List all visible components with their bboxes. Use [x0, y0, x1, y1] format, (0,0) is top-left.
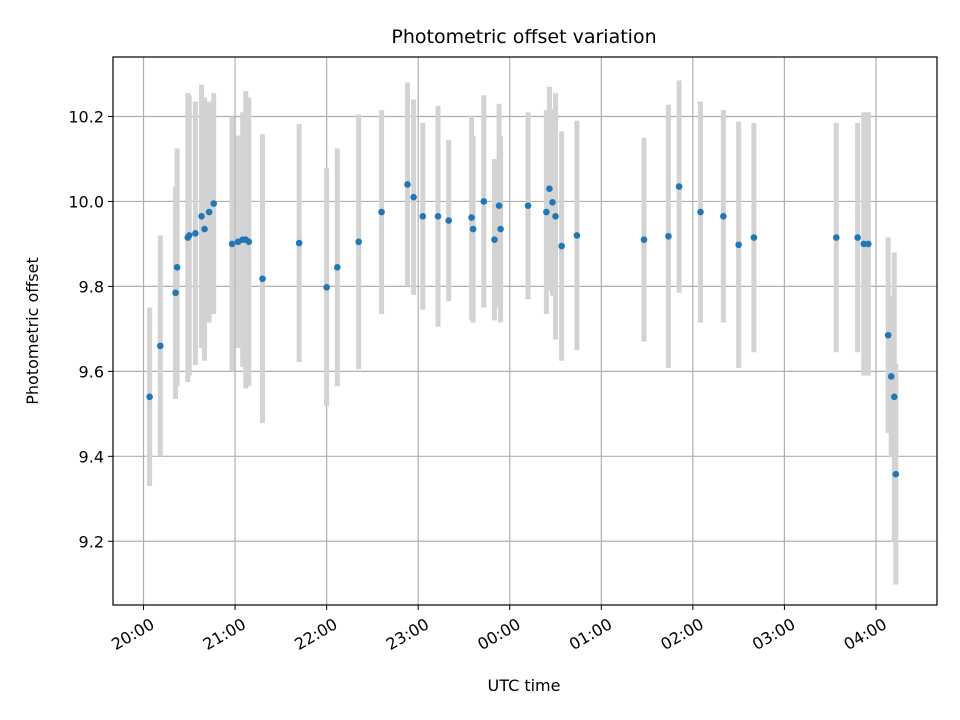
data-point: [887, 373, 895, 380]
data-point: [434, 213, 442, 220]
y-tick-label: 9.8: [79, 277, 104, 296]
x-axis-title: UTC time: [488, 676, 561, 695]
data-point: [665, 232, 672, 240]
data-point: [201, 225, 208, 233]
data-point: [491, 236, 498, 243]
data-point: [469, 225, 477, 233]
data-point: [419, 213, 427, 220]
data-point: [445, 217, 453, 224]
data-point: [173, 263, 181, 271]
data-point: [228, 240, 236, 248]
data-point: [675, 183, 683, 190]
data-point: [497, 225, 504, 233]
data-point: [860, 240, 868, 248]
data-point: [552, 213, 559, 220]
data-point: [884, 331, 892, 339]
data-point: [410, 193, 417, 201]
y-axis-title: Photometric offset: [23, 257, 42, 405]
data-point: [210, 200, 218, 207]
data-point: [640, 236, 648, 243]
data-point: [404, 181, 411, 188]
data-point: [295, 239, 303, 247]
data-point: [185, 232, 193, 239]
plot-frame: [112, 56, 938, 606]
data-point: [549, 198, 556, 206]
data-point: [546, 185, 553, 192]
data-point: [573, 232, 581, 239]
data-point: [735, 241, 742, 249]
data-point: [378, 208, 385, 216]
data-point: [890, 393, 898, 401]
y-tick-label: 9.4: [79, 447, 104, 466]
data-point: [468, 214, 475, 221]
data-point: [892, 470, 900, 478]
data-point: [480, 198, 488, 205]
data-point: [832, 234, 840, 241]
data-point: [854, 234, 861, 241]
grid-layer: [113, 57, 937, 605]
data-point: [355, 238, 362, 246]
data-point: [495, 202, 503, 209]
data-point: [259, 275, 266, 283]
data-point: [198, 213, 205, 220]
y-tick-label: 9.6: [79, 362, 104, 381]
data-point: [157, 342, 164, 350]
data-point: [192, 229, 199, 237]
y-tick-label: 10.2: [68, 107, 104, 126]
data-point: [720, 213, 727, 220]
chart-title: Photometric offset variation: [391, 26, 656, 48]
point-layer: [146, 181, 900, 478]
data-point: [334, 263, 341, 271]
data-point: [524, 202, 532, 209]
data-point: [146, 393, 153, 401]
data-point: [558, 242, 565, 250]
data-point: [865, 240, 872, 248]
data-point: [205, 208, 213, 216]
data-point: [172, 289, 179, 297]
data-point: [697, 208, 704, 216]
data-point: [750, 234, 758, 241]
data-point: [323, 283, 330, 291]
y-tick-label: 10.0: [68, 192, 104, 211]
y-tick-label: 9.2: [79, 532, 104, 551]
data-point: [543, 208, 550, 216]
data-point: [245, 238, 253, 246]
